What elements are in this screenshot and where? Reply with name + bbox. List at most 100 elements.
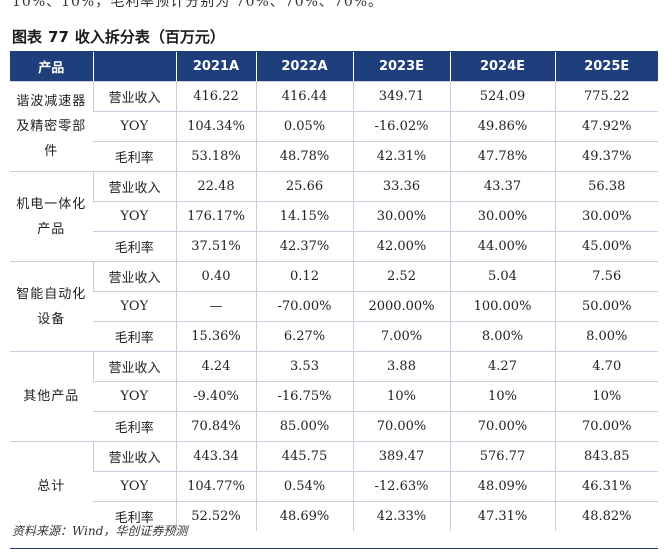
table-row: 毛利率 53.18% 48.78% 42.31% 47.78% 49.37% xyxy=(10,141,658,172)
table-row: YOY — -70.00% 2000.00% 100.00% 50.00% xyxy=(10,291,658,322)
value-cell: 48.69% xyxy=(255,501,353,531)
value-cell: 2000.00% xyxy=(352,291,450,322)
header-2022a: 2022A xyxy=(255,52,353,82)
caption-title: 收入拆分表（百万元） xyxy=(74,28,225,46)
value-cell: 70.00% xyxy=(352,411,450,442)
value-cell: 70.84% xyxy=(175,411,256,442)
value-cell: 25.66 xyxy=(255,171,353,202)
value-cell: 176.17% xyxy=(175,201,256,232)
value-cell: 30.00% xyxy=(449,201,555,232)
previous-paragraph-fragment: 10%、10%，毛利率预计分别为 70%、70%、70%。 xyxy=(12,0,384,10)
value-cell: 8.00% xyxy=(449,321,555,352)
value-cell: 4.27 xyxy=(449,351,555,382)
segment-name-cell: 智能自动化 设备 xyxy=(10,261,93,352)
table-row: 其他产品 营业收入 4.24 3.53 3.88 4.27 4.70 xyxy=(10,351,658,442)
value-cell: 389.47 xyxy=(352,441,450,472)
value-cell: 7.56 xyxy=(554,261,658,292)
value-cell: 10% xyxy=(554,381,658,412)
value-cell: 104.34% xyxy=(175,111,256,142)
header-product: 产品 xyxy=(10,52,93,82)
metric-cell: 营业收入 xyxy=(92,351,176,382)
value-cell: -9.40% xyxy=(175,381,256,412)
header-2021a: 2021A xyxy=(175,52,256,82)
value-cell: 8.00% xyxy=(554,321,658,352)
value-cell: 49.37% xyxy=(554,141,658,172)
segment-name-line: 总计 xyxy=(37,479,66,494)
value-cell: 775.22 xyxy=(554,81,658,112)
header-metric xyxy=(92,52,176,82)
value-cell: 443.34 xyxy=(175,441,256,472)
source-note: 资料来源：Wind，华创证券预测 xyxy=(12,524,188,538)
revenue-breakdown-table: 产品 2021A 2022A 2023E 2024E 2025E 谐波减速器 及精… xyxy=(10,52,658,531)
value-cell: 70.00% xyxy=(449,411,555,442)
value-cell: 42.33% xyxy=(352,501,450,531)
value-cell: 56.38 xyxy=(554,171,658,202)
value-cell: 45.00% xyxy=(554,231,658,262)
table-row: 毛利率 70.84% 85.00% 70.00% 70.00% 70.00% xyxy=(10,411,658,442)
segment-name-line: 产品 xyxy=(37,221,66,237)
value-cell: 349.71 xyxy=(352,81,450,112)
table-row: 智能自动化 设备 营业收入 0.40 0.12 2.52 5.04 7.56 xyxy=(10,261,658,352)
metric-cell: 营业收入 xyxy=(92,81,176,112)
value-cell: 37.51% xyxy=(175,231,256,262)
table-row: 毛利率 52.52% 48.69% 42.33% 47.31% 48.82% xyxy=(10,501,658,531)
value-cell: 50.00% xyxy=(554,291,658,322)
value-cell: 47.92% xyxy=(554,111,658,142)
segment-name-line: 其他产品 xyxy=(23,389,80,404)
value-cell: 85.00% xyxy=(255,411,353,442)
segment-name-cell: 机电一体化 产品 xyxy=(10,171,93,262)
value-cell: 10% xyxy=(449,381,555,412)
metric-cell: YOY xyxy=(93,291,176,322)
metric-cell: YOY xyxy=(93,471,176,502)
value-cell: 0.05% xyxy=(255,111,353,142)
value-cell: 5.04 xyxy=(449,261,555,292)
metric-cell: 营业收入 xyxy=(92,171,176,202)
table-row: 毛利率 37.51% 42.37% 42.00% 44.00% 45.00% xyxy=(10,231,658,262)
table-row: 总计 营业收入 443.34 445.75 389.47 576.77 843.85 xyxy=(10,441,658,531)
value-cell: 42.37% xyxy=(255,231,353,262)
value-cell: 22.48 xyxy=(175,171,256,202)
value-cell: 53.18% xyxy=(175,141,256,172)
segment-name-line: 智能自动化 xyxy=(16,286,87,302)
table-row: YOY 104.34% 0.05% -16.02% 49.86% 47.92% xyxy=(10,111,658,142)
metric-cell: 营业收入 xyxy=(92,441,176,472)
value-cell: 30.00% xyxy=(352,201,450,232)
value-cell: 576.77 xyxy=(449,441,555,472)
value-cell: 30.00% xyxy=(554,201,658,232)
value-cell: 0.12 xyxy=(255,261,353,292)
value-cell: 44.00% xyxy=(449,231,555,262)
value-cell: 2.52 xyxy=(352,261,450,292)
value-cell: 10% xyxy=(352,381,450,412)
caption-number: 77 xyxy=(48,28,69,46)
value-cell: 42.31% xyxy=(352,141,450,172)
header-2023e: 2023E xyxy=(352,52,450,82)
table-frame: 产品 2021A 2022A 2023E 2024E 2025E 谐波减速器 及精… xyxy=(10,51,658,549)
value-cell: 48.78% xyxy=(255,141,353,172)
metric-cell: 毛利率 xyxy=(93,411,176,442)
value-cell: 70.00% xyxy=(554,411,658,442)
value-cell: -12.63% xyxy=(352,471,450,502)
segment-name-line: 机电一体化 xyxy=(16,196,87,212)
value-cell: -70.00% xyxy=(255,291,353,322)
value-cell: 843.85 xyxy=(554,441,658,472)
value-cell: 33.36 xyxy=(352,171,450,202)
value-cell: 4.70 xyxy=(554,351,658,382)
table-row: 谐波减速器 及精密零部件营业收入 416.22 416.44 349.71 524.09 7… xyxy=(10,81,658,172)
header-row: 产品 2021A 2022A 2023E 2024E 2025E xyxy=(10,52,658,82)
value-cell: 6.27% xyxy=(255,321,353,352)
value-cell: 416.22 xyxy=(175,81,256,112)
value-cell: 42.00% xyxy=(352,231,450,262)
value-cell: 0.54% xyxy=(255,471,353,502)
table-caption: 图表 77 收入拆分表（百万元） xyxy=(12,26,225,47)
value-cell: -16.75% xyxy=(255,381,353,412)
segment-name-line: 设备 xyxy=(37,311,66,327)
value-cell: 3.88 xyxy=(352,351,450,382)
metric-cell: 毛利率 xyxy=(93,141,176,172)
value-cell: 3.53 xyxy=(255,351,353,382)
segment-name-line: 谐波减速器 xyxy=(16,94,87,109)
segment-name-cell: 谐波减速器 及精密零部件 xyxy=(10,81,93,172)
value-cell: 100.00% xyxy=(449,291,555,322)
segment-name-line: 件 xyxy=(44,144,59,159)
metric-cell: 营业收入 xyxy=(92,261,176,292)
table-row: YOY 176.17% 14.15% 30.00% 30.00% 30.00% xyxy=(10,201,658,232)
